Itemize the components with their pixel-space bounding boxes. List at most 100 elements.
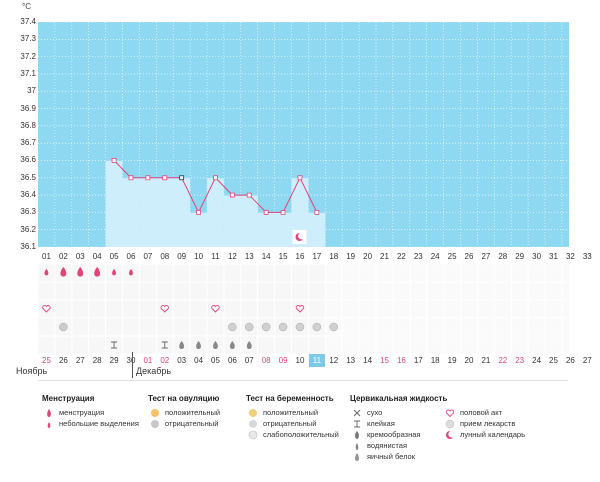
row-cell [410, 336, 427, 354]
cycle-day-label: 21 [380, 252, 389, 261]
blood-drop-big-icon [94, 267, 101, 277]
row-cell [444, 264, 460, 282]
row-cell [444, 282, 460, 300]
row-cell [89, 336, 106, 354]
row-cell [342, 282, 359, 300]
legend-item-label: отрицательный [165, 419, 219, 428]
calendar-date-label: 15 [380, 356, 389, 365]
row-cell [72, 282, 89, 300]
calendar-date-label: 13 [346, 356, 356, 365]
ovulation-negative-icon [245, 322, 254, 332]
temperature-point [213, 175, 218, 181]
row-cell [545, 336, 562, 354]
temperature-bar [257, 212, 275, 247]
calendar-date-label: 07 [244, 356, 254, 365]
calendar-date-label: 26 [58, 356, 68, 365]
row-cell [190, 264, 207, 282]
legend-item: кремообразная [350, 429, 447, 440]
temperature-bar [122, 177, 140, 247]
legend-item: менструация [42, 407, 139, 418]
pregnancy-negative-icon [246, 419, 260, 429]
row-cell [342, 336, 359, 354]
row-cell [207, 318, 224, 336]
cycle-day-label: 34 [596, 252, 600, 261]
sticky-icon [161, 341, 168, 349]
row-cell [393, 300, 410, 318]
row-cell [461, 282, 477, 300]
cycle-day-label: 18 [329, 252, 339, 261]
y-tick-label: 37.3 [20, 34, 36, 44]
legend-item-label: лунный календарь [460, 430, 526, 439]
calendar-date-label: 12 [329, 356, 339, 365]
cycle-day-label: 29 [515, 252, 525, 261]
pregnancy-positive-icon [246, 408, 260, 418]
calendar-date-label: 28 [92, 356, 102, 365]
row-cell [308, 264, 325, 282]
calendar-date-label: 23 [515, 356, 525, 365]
row-cell [545, 300, 562, 318]
calendar-date-label: 02 [160, 356, 170, 365]
calendar-date-label: 25 [549, 356, 558, 365]
temperature-bar [105, 160, 123, 247]
watery-drop-icon [246, 341, 252, 349]
legend-item-label: небольшие выделения [59, 419, 139, 428]
cycle-day-label: 23 [413, 252, 423, 261]
temperature-point [314, 209, 320, 215]
temperature-bar [139, 177, 157, 247]
month-label-december: Декабрь [136, 366, 172, 376]
row-cell [342, 300, 359, 318]
legend-group: Тест на овуляцию положительный отрицательн… [148, 394, 220, 429]
y-tick-label: 37.1 [20, 68, 36, 78]
row-cell [494, 264, 511, 282]
heart-icon [211, 305, 220, 313]
row-cell [545, 264, 562, 282]
watery-drop-icon [196, 341, 201, 349]
temperature-point [297, 175, 303, 181]
blood-drop-big-icon [60, 267, 67, 277]
row-cell [55, 282, 72, 300]
row-cell [528, 336, 545, 354]
row-cell [224, 282, 241, 300]
legend-group-title: Менструация [42, 394, 95, 403]
blood-drop-small-icon [42, 419, 56, 429]
row-cell [241, 282, 258, 300]
row-cell [173, 282, 190, 300]
row-cell [190, 300, 207, 318]
legend-group-title [443, 394, 525, 403]
watery-drop-icon [213, 341, 218, 349]
legend-item: водянистая [350, 440, 447, 451]
row-cell [325, 336, 342, 354]
row-cell [494, 318, 511, 336]
row-cell [427, 318, 444, 336]
legend-item: небольшие выделения [42, 418, 139, 429]
heart-icon [42, 305, 51, 313]
temperature-point [263, 209, 269, 215]
cycle-day-label: 17 [312, 252, 322, 261]
calendar-date-label: 16 [396, 356, 406, 365]
row-cell [38, 318, 55, 336]
row-cell [410, 282, 427, 300]
temperature-bar [291, 177, 309, 247]
heart-icon [443, 408, 457, 418]
row-cell [562, 264, 569, 282]
row-cell [342, 318, 359, 336]
calendar-date-label: 05 [211, 356, 220, 365]
cycle-day-label: 11 [211, 252, 220, 261]
calendar-date-label: 01 [143, 356, 153, 365]
moon-icon [443, 430, 457, 440]
row-cell [376, 336, 393, 354]
row-cell [562, 318, 569, 336]
y-tick-label: 36.6 [20, 155, 36, 165]
legend-group: Цервикальная жидкость сухо клейкая кремообр… [350, 394, 447, 462]
temperature-bar [240, 195, 258, 247]
row-cell [156, 318, 173, 336]
row-cell [156, 300, 173, 318]
temperature-point [196, 209, 201, 215]
cycle-day-label: 10 [194, 252, 204, 261]
cycle-day-label: 22 [396, 252, 406, 261]
calendar-date-label: 26 [565, 356, 575, 365]
temperature-point [280, 209, 286, 215]
calendar-date-label: 14 [363, 356, 373, 365]
row-cell [393, 264, 410, 282]
cycle-day-label: 05 [109, 252, 119, 261]
